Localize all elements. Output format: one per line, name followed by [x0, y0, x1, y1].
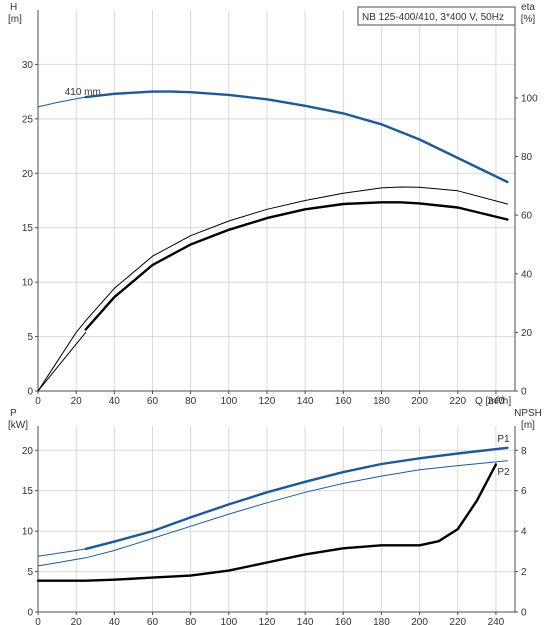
power-npsh-series-label-p2: P2	[497, 467, 510, 478]
head-efficiency-x-tick-label: 140	[297, 396, 314, 407]
power-npsh-y2-tick-label: 4	[521, 527, 527, 538]
power-npsh-y2-tick-label: 2	[521, 567, 527, 578]
power-npsh-y-tick-label: 10	[22, 527, 34, 538]
head-efficiency-series-line-2	[37, 186, 508, 392]
power-npsh-x-tick-label: 180	[373, 617, 390, 625]
power-npsh-x-tick-label: 200	[411, 617, 428, 625]
power-npsh-y2-tick-label: 6	[521, 486, 527, 497]
power-npsh-y-axis-label: P	[10, 408, 17, 419]
head-efficiency-y-tick-label: 10	[22, 278, 34, 289]
head-efficiency-y2-axis-label: eta	[521, 2, 535, 13]
power-npsh-series-line-0	[37, 548, 87, 557]
head-efficiency-x-tick-label: 180	[373, 396, 390, 407]
head-efficiency-x-tick-label: 160	[335, 396, 352, 407]
head-efficiency-y-axis-label: H	[10, 2, 17, 13]
head-efficiency-y2-tick-label: 40	[521, 269, 533, 280]
head-efficiency-x-tick-label: 0	[35, 396, 41, 407]
head-efficiency-y2-axis-unit: [%]	[521, 14, 536, 25]
head-efficiency-y2-tick-label: 0	[521, 387, 527, 398]
head-efficiency-y2-tick-label: 60	[521, 211, 533, 222]
power-npsh-x-tick-label: 80	[185, 617, 197, 625]
power-npsh-x-tick-label: 60	[147, 617, 159, 625]
head-efficiency-x-axis-label: Q [m³/h]	[475, 396, 511, 407]
power-npsh-x-tick-label: 0	[35, 617, 41, 625]
head-efficiency-x-tick-label: 80	[185, 396, 197, 407]
power-npsh-series-line-2	[37, 460, 508, 567]
head-efficiency-y-tick-label: 5	[27, 332, 33, 343]
head-efficiency-y2-tick-label: 100	[521, 93, 538, 104]
power-npsh-x-tick-label: 140	[297, 617, 314, 625]
power-npsh-y-axis-unit: [kW]	[8, 420, 28, 431]
top-legend-box	[357, 6, 516, 26]
head-efficiency-y-tick-label: 0	[27, 387, 33, 398]
head-efficiency-x-tick-label: 200	[411, 396, 428, 407]
power-npsh-x-tick-label: 160	[335, 617, 352, 625]
head-efficiency-y-tick-label: 20	[22, 169, 34, 180]
power-npsh-y-tick-label: 20	[22, 446, 34, 457]
impeller-diameter-annotation: 410 mm	[65, 87, 101, 98]
power-npsh-x-tick-label: 100	[220, 617, 237, 625]
head-efficiency-x-tick-label: 120	[259, 396, 276, 407]
head-efficiency-x-tick-label: 40	[109, 396, 121, 407]
head-efficiency-series-line-3	[37, 331, 87, 392]
head-efficiency-y2-tick-label: 20	[521, 328, 533, 339]
head-efficiency-x-tick-label: 240	[488, 396, 505, 407]
head-efficiency-x-tick-label: 20	[71, 396, 83, 407]
power-npsh-x-tick-label: 20	[71, 617, 83, 625]
head-efficiency-y-tick-label: 30	[22, 60, 34, 71]
head-efficiency-y-tick-label: 15	[22, 223, 34, 234]
head-efficiency-x-tick-label: 220	[449, 396, 466, 407]
power-npsh-series-line-3	[36, 463, 498, 582]
head-efficiency-series-line-4	[84, 201, 509, 331]
head-efficiency-series-line-1	[84, 90, 509, 184]
head-efficiency-y2-tick-label: 80	[521, 152, 533, 163]
power-npsh-y2-tick-label: 0	[521, 608, 527, 619]
head-efficiency-x-tick-label: 60	[147, 396, 159, 407]
power-npsh-y-tick-label: 5	[27, 567, 33, 578]
power-npsh-y-tick-label: 15	[22, 486, 34, 497]
power-npsh-x-tick-label: 240	[488, 617, 505, 625]
power-npsh-y2-axis-label: NPSH	[514, 408, 542, 419]
head-efficiency-series-line-0	[37, 96, 87, 108]
power-npsh-series-label-p1: P1	[497, 434, 510, 445]
head-efficiency-x-tick-label: 100	[220, 396, 237, 407]
chart-title: NB 125-400/410, 3*400 V, 50Hz	[362, 12, 504, 23]
power-npsh-y-tick-label: 0	[27, 608, 33, 619]
head-efficiency-y-tick-label: 25	[22, 114, 34, 125]
power-npsh-y2-tick-label: 8	[521, 446, 527, 457]
power-npsh-y2-axis-unit: [m]	[521, 420, 535, 431]
power-npsh-x-tick-label: 220	[449, 617, 466, 625]
head-efficiency-y-axis-unit: [m]	[8, 14, 22, 25]
power-npsh-x-tick-label: 40	[109, 617, 121, 625]
power-npsh-x-tick-label: 120	[259, 617, 276, 625]
power-npsh-series-line-1	[84, 446, 509, 551]
